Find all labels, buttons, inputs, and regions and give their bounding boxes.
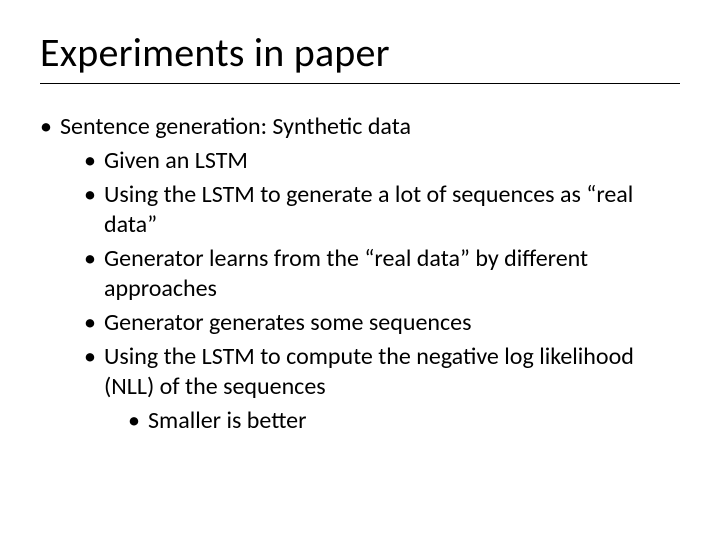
list-item-text: Sentence generation: Synthetic data — [60, 112, 411, 141]
list-item: Using the LSTM to compute the negative l… — [84, 342, 680, 436]
list-item: Sentence generation: Synthetic data Give… — [40, 112, 680, 436]
list-item: Given an LSTM — [84, 146, 680, 176]
bullet-list: Sentence generation: Synthetic data Give… — [40, 112, 680, 436]
list-item: Generator learns from the “real data” by… — [84, 244, 680, 304]
slide: Experiments in paper Sentence generation… — [0, 0, 720, 540]
list-item-text: Given an LSTM — [104, 146, 248, 175]
list-item-text: Smaller is better — [148, 406, 306, 435]
list-item: Generator generates some sequences — [84, 308, 680, 338]
list-item: Smaller is better — [128, 406, 680, 436]
bullet-list-level3: Smaller is better — [104, 406, 680, 436]
list-item-text: Using the LSTM to generate a lot of sequ… — [104, 180, 633, 239]
list-item-text: Generator generates some sequences — [104, 308, 471, 337]
list-item-text: Generator learns from the “real data” by… — [104, 244, 588, 303]
title-underline — [40, 83, 680, 84]
bullet-list-level2: Given an LSTM Using the LSTM to generate… — [60, 146, 680, 436]
list-item-text: Using the LSTM to compute the negative l… — [104, 342, 634, 401]
slide-title: Experiments in paper — [40, 28, 680, 77]
list-item: Using the LSTM to generate a lot of sequ… — [84, 180, 680, 240]
